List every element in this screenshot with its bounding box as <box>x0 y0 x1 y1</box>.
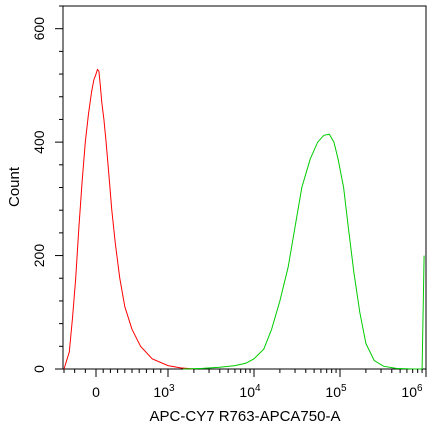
series-layer <box>63 68 425 370</box>
y-tick-label: 200 <box>31 244 47 268</box>
x-tick-label: 106 <box>401 383 423 400</box>
x-tick-label: 105 <box>325 383 347 400</box>
y-tick-label: 600 <box>31 17 47 41</box>
x-tick-label: 0 <box>92 384 100 400</box>
plot-frame <box>62 5 427 370</box>
x-tick-label: 104 <box>239 383 261 400</box>
x-axis: 0 103 104 105 106 <box>63 369 427 400</box>
y-axis: 0 200 400 600 <box>31 5 63 373</box>
y-tick-label: 400 <box>31 130 47 154</box>
histogram-series-1 <box>63 68 194 370</box>
x-tick-label: 103 <box>153 383 175 400</box>
y-tick-label: 0 <box>31 365 47 373</box>
x-axis-title: APC-CY7 R763-APCA750-A <box>150 408 341 425</box>
histogram-series-2 <box>183 133 425 370</box>
y-axis-title: Count <box>6 166 23 207</box>
